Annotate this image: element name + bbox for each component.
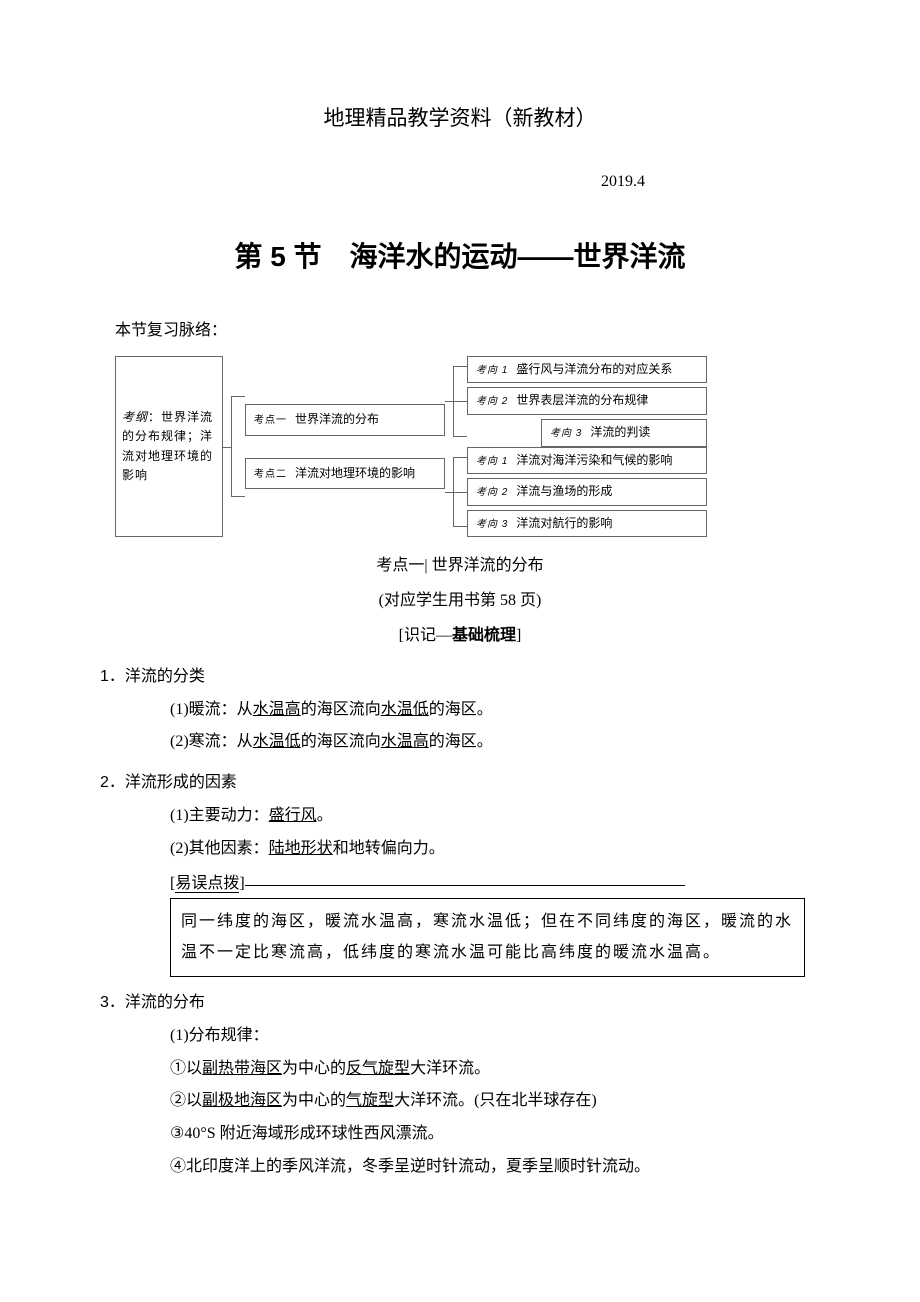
rb2-prefix: 考向 2 (476, 484, 508, 502)
bracket-left (223, 356, 245, 538)
header-date: 2019.4 (115, 168, 805, 197)
mid-box-2: 考点二 洋流对地理环境的影响 (245, 458, 445, 490)
rt3-prefix: 考向 3 (550, 425, 582, 443)
bracket-top (445, 356, 467, 447)
h1-line2: (2)寒流：从水温低的海区流向水温高的海区。 (115, 728, 805, 757)
rb3-prefix: 考向 3 (476, 516, 508, 534)
mid-label-1: 世界洋流的分布 (295, 409, 379, 431)
callout-box: 同一纬度的海区，暖流水温高，寒流水温低；但在不同纬度的海区，暖流的水温不一定比寒… (170, 898, 805, 977)
c3c: ] (516, 627, 521, 644)
c3a: [识记— (399, 627, 452, 644)
h2-line2: (2)其他因素：陆地形状和地转偏向力。 (115, 835, 805, 864)
diagram-right-col: 考向 1 盛行风与洋流分布的对应关系 考向 2 世界表层洋流的分布规律 考向 3… (445, 356, 707, 538)
h3-line3: ③40°S 附近海域形成环球性西风漂流。 (115, 1120, 805, 1149)
mid-label-2: 洋流对地理环境的影响 (295, 463, 415, 485)
h3-line0: (1)分布规律： (115, 1022, 805, 1051)
main-title: 第 5 节 海洋水的运动——世界洋流 (115, 232, 805, 282)
heading-2: 2．洋流形成的因素 (100, 769, 805, 798)
mid-prefix-2: 考点二 (254, 466, 287, 484)
diagram-mid-col: 考点一 世界洋流的分布 考点二 洋流对地理环境的影响 (245, 356, 445, 538)
right-bot-1: 考向 1 洋流对海洋污染和气候的影响 (467, 447, 707, 475)
c3b: 基础梳理 (452, 627, 516, 644)
h2-line1: (1)主要动力：盛行风。 (115, 802, 805, 831)
section-intro: 本节复习脉络： (115, 317, 805, 346)
rt3-label: 洋流的判读 (590, 422, 650, 444)
header-title: 地理精品教学资料（新教材） (115, 100, 805, 138)
mid-box-1: 考点一 世界洋流的分布 (245, 404, 445, 436)
right-top-2: 考向 2 世界表层洋流的分布规律 (467, 387, 707, 415)
rb1-label: 洋流对海洋污染和气候的影响 (516, 450, 672, 472)
center-line-1: 考点一| 世界洋流的分布 (115, 552, 805, 581)
heading-1: 1．洋流的分类 (100, 663, 805, 692)
rt1-label: 盛行风与洋流分布的对应关系 (516, 359, 672, 381)
callout-label: [易误点拨] (115, 870, 805, 899)
h3-line1: ①以副热带海区为中心的反气旋型大洋环流。 (115, 1055, 805, 1084)
mid-prefix-1: 考点一 (254, 412, 287, 430)
center-line-3: [识记—基础梳理] (115, 622, 805, 651)
c1b: | 世界洋流的分布 (424, 557, 543, 574)
rt2-prefix: 考向 2 (476, 393, 508, 411)
right-bot-3: 考向 3 洋流对航行的影响 (467, 510, 707, 538)
rt2-label: 世界表层洋流的分布规律 (516, 390, 648, 412)
rb3-label: 洋流对航行的影响 (516, 513, 612, 535)
right-top-1: 考向 1 盛行风与洋流分布的对应关系 (467, 356, 707, 384)
rt1-prefix: 考向 1 (476, 362, 508, 380)
bracket-bottom (445, 447, 467, 538)
rb1-prefix: 考向 1 (476, 453, 508, 471)
center-line-2: (对应学生用书第 58 页) (115, 587, 805, 616)
review-diagram: 考纲：世界洋流的分布规律；洋流对地理环境的影响 考点一 世界洋流的分布 考点二 … (115, 356, 805, 538)
heading-3: 3．洋流的分布 (100, 989, 805, 1018)
h3-line4: ④北印度洋上的季风洋流，冬季呈逆时针流动，夏季呈顺时针流动。 (115, 1153, 805, 1182)
h3-line2: ②以副极地海区为中心的气旋型大洋环流。(只在北半球存在) (115, 1087, 805, 1116)
rb2-label: 洋流与渔场的形成 (516, 481, 612, 503)
h1-line1: (1)暖流：从水温高的海区流向水温低的海区。 (115, 696, 805, 725)
right-top-3: 考向 3 洋流的判读 (541, 419, 707, 447)
right-bot-2: 考向 2 洋流与渔场的形成 (467, 478, 707, 506)
diagram-left-box: 考纲：世界洋流的分布规律；洋流对地理环境的影响 (115, 356, 223, 538)
c1a: 考点一 (376, 557, 424, 574)
